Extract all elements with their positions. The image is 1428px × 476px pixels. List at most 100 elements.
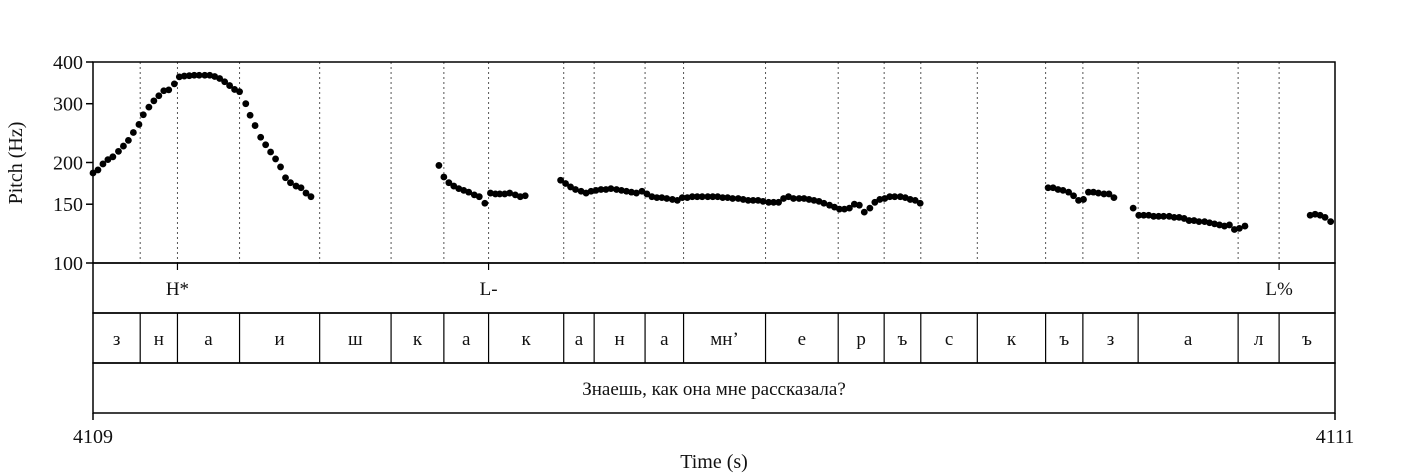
pitch-point-108 — [790, 195, 797, 202]
pitch-point-137 — [1059, 186, 1067, 194]
pitch-point-33 — [257, 133, 265, 141]
pitch-point-72 — [607, 185, 615, 193]
pitch-point-141 — [1080, 196, 1087, 203]
pitch-point-7 — [124, 136, 132, 144]
pitch-point-167 — [1226, 221, 1233, 229]
pitch-point-147 — [1110, 194, 1118, 201]
pitch-point-2 — [99, 160, 107, 168]
pitch-point-6 — [120, 142, 127, 150]
sentence-tier-frame — [92, 362, 1336, 414]
y-axis-ticks: 100 150 200 300 400 — [53, 52, 93, 275]
pitch-point-56 — [496, 190, 504, 198]
pitch-point-146 — [1105, 190, 1113, 198]
pitch-point-37 — [277, 163, 284, 171]
pitch-point-1 — [94, 166, 102, 174]
segment-label-0: з — [113, 329, 121, 350]
pitch-point-32 — [251, 122, 259, 129]
x-tick-label-end: 4111 — [1316, 426, 1355, 448]
pitch-point-94 — [719, 194, 727, 201]
pitch-point-100 — [749, 196, 757, 204]
pitch-point-44 — [435, 162, 443, 169]
pitch-point-4 — [109, 153, 117, 161]
pitch-point-174 — [1321, 213, 1329, 221]
pitch-point-85 — [673, 196, 681, 204]
pitch-point-30 — [242, 100, 250, 108]
pitch-point-21 — [195, 71, 203, 79]
pitch-point-128 — [891, 193, 899, 201]
pitch-point-38 — [282, 174, 289, 182]
pitch-point-150 — [1140, 211, 1148, 219]
tone-tier: H* L- L% — [166, 263, 1293, 300]
segment-label-1: н — [154, 329, 164, 350]
y-tick-label-3: 300 — [53, 94, 83, 116]
pitch-point-121 — [855, 201, 863, 209]
pitch-point-42 — [302, 189, 310, 197]
pitch-point-43 — [307, 193, 315, 201]
tone-label-0: H* — [166, 279, 189, 300]
pitch-point-175 — [1327, 218, 1335, 226]
segment-label-10: а — [660, 329, 669, 350]
pitch-point-35 — [267, 148, 275, 156]
segment-label-6: а — [462, 329, 471, 350]
pitch-point-61 — [521, 192, 529, 200]
segment-label-18: з — [1107, 329, 1115, 350]
pitch-point-153 — [1155, 212, 1163, 220]
pitch-point-124 — [871, 198, 879, 206]
pitch-point-169 — [1235, 224, 1243, 232]
pitch-point-102 — [759, 197, 767, 205]
pitch-point-96 — [729, 195, 737, 202]
pitch-point-139 — [1070, 192, 1077, 200]
pitch-points — [89, 71, 1335, 233]
pitch-point-117 — [836, 205, 843, 213]
pitch-point-53 — [481, 199, 489, 207]
segment-label-2: а — [204, 329, 213, 350]
pitch-point-92 — [709, 193, 717, 201]
pitch-point-78 — [638, 187, 646, 195]
pitch-point-132 — [911, 196, 919, 204]
pitch-point-156 — [1170, 213, 1178, 221]
pitch-point-144 — [1094, 189, 1102, 197]
tone-tier-frame — [92, 262, 1336, 314]
pitch-point-105 — [775, 198, 782, 206]
pitch-point-63 — [562, 180, 569, 187]
pitch-point-50 — [465, 188, 473, 196]
pitch-point-26 — [221, 78, 229, 86]
pitch-point-159 — [1185, 217, 1193, 224]
pitch-point-148 — [1129, 204, 1137, 212]
pitch-point-154 — [1160, 212, 1168, 220]
segment-label-5: к — [413, 329, 423, 350]
segment-label-17: ъ — [1059, 329, 1069, 350]
segment-label-14: ъ — [898, 329, 908, 350]
segment-label-16: к — [1007, 329, 1017, 350]
pitch-point-34 — [262, 141, 270, 149]
pitch-point-81 — [653, 194, 661, 201]
pitch-point-27 — [226, 82, 234, 89]
pitch-point-11 — [145, 103, 153, 111]
y-axis-label: Pitch (Hz) — [5, 122, 27, 205]
segment-label-19: а — [1184, 329, 1193, 350]
pitch-point-9 — [135, 121, 143, 128]
pitch-point-88 — [688, 193, 696, 201]
pitch-point-25 — [216, 75, 224, 82]
pitch-point-83 — [663, 195, 671, 202]
pitch-point-19 — [185, 72, 193, 80]
segment-label-9: н — [615, 329, 625, 350]
segment-label-15: с — [945, 329, 953, 350]
pitch-point-13 — [155, 92, 163, 100]
segment-label-11: мн’ — [710, 329, 739, 350]
pitch-point-36 — [272, 155, 279, 163]
pitch-point-18 — [180, 72, 188, 80]
x-tick-label-start: 4109 — [73, 426, 113, 448]
pitch-point-86 — [678, 194, 686, 201]
segment-label-21: ъ — [1302, 329, 1312, 350]
pitch-point-134 — [1044, 184, 1052, 192]
segment-label-13: р — [856, 329, 866, 350]
pitch-point-103 — [765, 198, 773, 206]
pitch-point-138 — [1065, 188, 1072, 196]
pitch-point-133 — [916, 199, 924, 207]
pitch-point-123 — [866, 204, 874, 212]
segment-label-7: к — [522, 329, 532, 350]
segment-label-12: е — [798, 329, 806, 350]
pitch-point-52 — [475, 193, 483, 201]
